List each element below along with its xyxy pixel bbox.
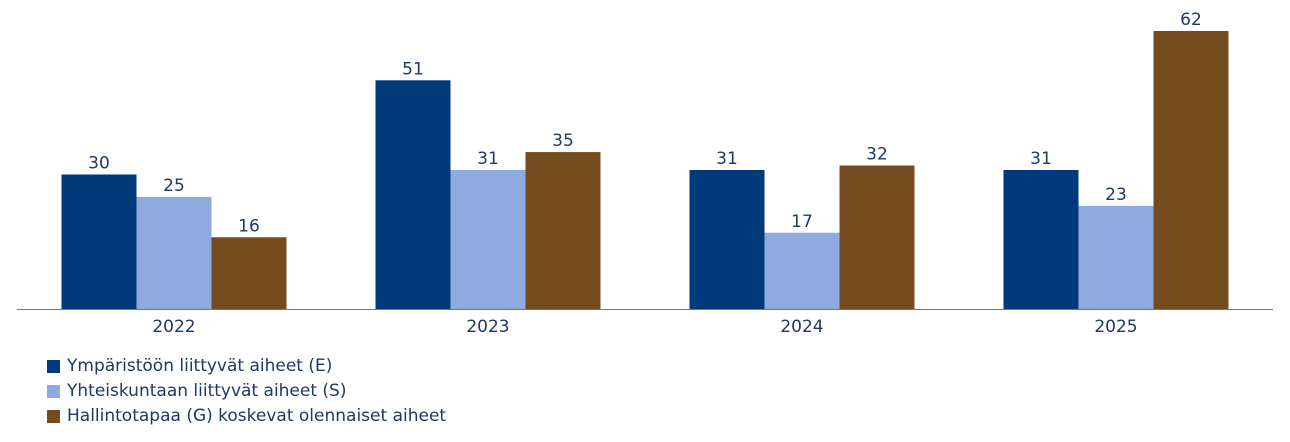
x-tick-label-2022: 2022 bbox=[152, 317, 195, 337]
value-label-e-2025: 31 bbox=[1030, 149, 1052, 169]
bar-e-2022 bbox=[61, 174, 137, 309]
bar-s-2023 bbox=[450, 170, 526, 309]
legend-item-e: Ympäristöön liittyvät aiheet (E) bbox=[47, 354, 446, 379]
value-label-e-2024: 31 bbox=[716, 149, 738, 169]
x-tick-labels-group: 2022 2023 2024 2025 bbox=[152, 317, 1137, 337]
value-label-s-2022: 25 bbox=[163, 176, 185, 196]
value-label-e-2022: 30 bbox=[88, 153, 110, 173]
value-label-s-2023: 31 bbox=[477, 149, 499, 169]
bar-e-2023 bbox=[375, 80, 451, 310]
bar-g-2023 bbox=[525, 152, 601, 309]
value-labels-group: 30 25 16 51 31 35 31 17 32 31 23 62 bbox=[88, 10, 1202, 236]
value-label-g-2025: 62 bbox=[1180, 10, 1202, 30]
value-label-e-2023: 51 bbox=[402, 59, 424, 79]
legend-label-g: Hallintotapaa (G) koskevat olennaiset ai… bbox=[67, 406, 447, 426]
legend-item-g: Hallintotapaa (G) koskevat olennaiset ai… bbox=[47, 404, 446, 429]
value-label-g-2022: 16 bbox=[238, 216, 260, 236]
value-label-s-2025: 23 bbox=[1105, 185, 1127, 205]
bar-e-2025 bbox=[1003, 170, 1079, 309]
value-label-g-2023: 35 bbox=[552, 131, 574, 151]
value-label-g-2024: 32 bbox=[866, 145, 888, 165]
x-tick-label-2023: 2023 bbox=[466, 317, 509, 337]
bar-s-2022 bbox=[136, 196, 212, 309]
x-tick-label-2025: 2025 bbox=[1094, 317, 1137, 337]
value-label-s-2024: 17 bbox=[791, 212, 813, 232]
x-tick-label-2024: 2024 bbox=[780, 317, 823, 337]
bar-g-2022 bbox=[211, 237, 287, 309]
bar-g-2025 bbox=[1153, 31, 1229, 309]
legend-label-s: Yhteiskuntaan liittyvät aiheet (S) bbox=[67, 381, 347, 401]
bar-e-2024 bbox=[689, 170, 765, 309]
bar-s-2025 bbox=[1078, 205, 1154, 309]
legend-swatch-e bbox=[47, 360, 60, 373]
legend-swatch-s bbox=[47, 385, 60, 398]
legend-item-s: Yhteiskuntaan liittyvät aiheet (S) bbox=[47, 379, 446, 404]
bar-s-2024 bbox=[764, 232, 840, 309]
legend-label-e: Ympäristöön liittyvät aiheet (E) bbox=[67, 356, 333, 376]
legend-swatch-g bbox=[47, 410, 60, 423]
bars-group bbox=[61, 31, 1229, 310]
legend: Ympäristöön liittyvät aiheet (E) Yhteisk… bbox=[47, 354, 446, 429]
bar-g-2024 bbox=[839, 165, 915, 309]
